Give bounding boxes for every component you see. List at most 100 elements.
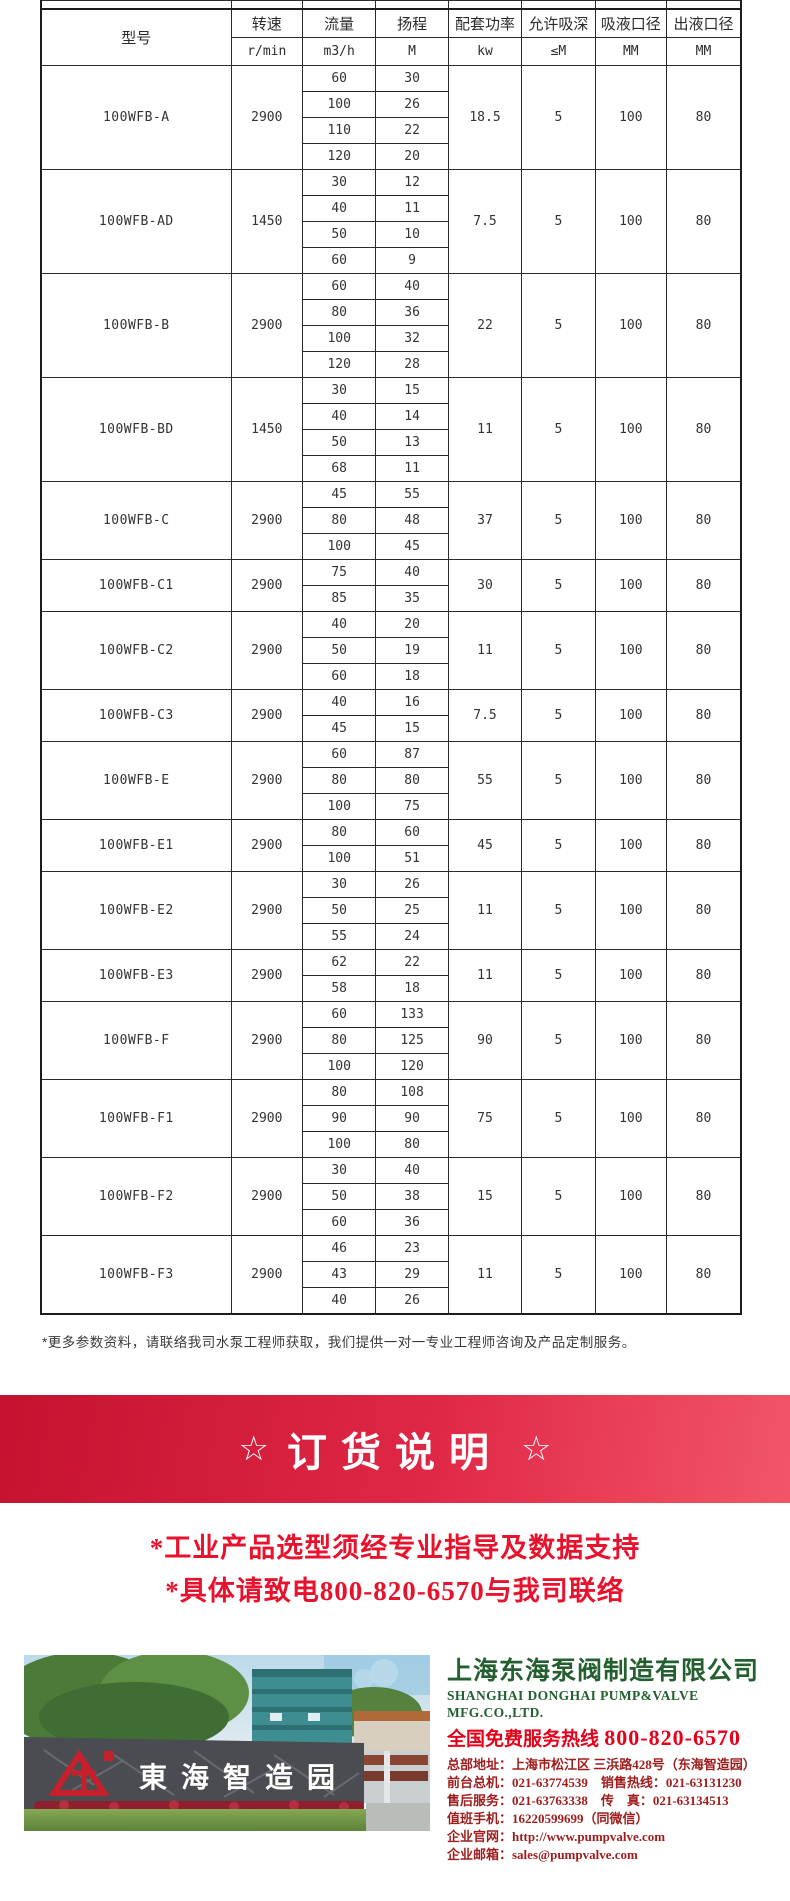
inlet-cell: 100 — [594, 559, 668, 612]
office-building — [252, 1669, 352, 1749]
table-row: 60 36 — [41, 1209, 741, 1236]
head-cell: 80 — [375, 1131, 449, 1158]
speed-cell: 2900 — [230, 611, 303, 690]
flow-cell: 45 — [301, 481, 377, 508]
flow-cell: 80 — [301, 299, 377, 326]
contact-line-email[interactable]: 企业邮箱：sales@pumpvalve.com — [447, 1847, 638, 1862]
star-icon: ☆ — [521, 1430, 552, 1468]
power-cell: 15 — [447, 1157, 523, 1236]
flow-cell: 40 — [301, 689, 377, 716]
suction-depth-cell: 5 — [521, 611, 596, 690]
head-cell: 75 — [375, 793, 449, 820]
head-cell: 19 — [375, 637, 449, 664]
speed-cell: 1450 — [230, 169, 303, 274]
sliver-cell — [375, 0, 449, 10]
flow-cell: 40 — [301, 195, 377, 222]
inlet-cell: 100 — [594, 741, 668, 820]
inlet-cell: 100 — [594, 1079, 668, 1158]
flow-cell: 60 — [301, 65, 377, 92]
speed-cell: 2900 — [230, 1001, 303, 1080]
head-cell: 18 — [375, 663, 449, 690]
unit-power: kw — [447, 37, 523, 66]
power-cell: 75 — [447, 1079, 523, 1158]
inlet-cell: 100 — [594, 819, 668, 872]
outlet-cell: 80 — [666, 273, 742, 378]
table-row: 100WFB-E2 2900 30 26 11 5 100 80 — [40, 871, 742, 950]
table-row: 100WFB-E1 2900 80 60 45 5 100 80 — [40, 819, 742, 872]
flow-cell: 80 — [301, 767, 377, 794]
contact-line-service: 售后服务：021-63763338 传 真：021-63134513 — [447, 1793, 729, 1808]
speed-cell: 2900 — [230, 1079, 303, 1158]
table-row: 100WFB-F 2900 60 133 90 5 100 80 — [40, 1001, 742, 1080]
suction-depth-cell: 5 — [521, 65, 596, 170]
head-cell: 14 — [375, 403, 449, 430]
table-row: 100WFB-F2 2900 30 40 15 5 100 80 — [40, 1157, 742, 1236]
outlet-cell: 80 — [666, 1235, 742, 1315]
inlet-cell: 100 — [594, 1001, 668, 1080]
sliver-cell — [230, 0, 303, 10]
model-cell: 100WFB-C3 — [40, 689, 232, 742]
model-cell: 100WFB-F — [40, 1001, 232, 1080]
head-cell: 38 — [375, 1183, 449, 1210]
flow-cell: 80 — [301, 819, 377, 846]
table-row: 100WFB-F1 2900 80 108 75 5 100 80 — [40, 1079, 742, 1158]
suction-depth-cell: 5 — [521, 871, 596, 950]
head-cell: 40 — [375, 273, 449, 300]
table-row: 100 75 — [41, 793, 741, 820]
flow-cell: 90 — [301, 1105, 377, 1132]
unit-flow: m3/h — [301, 37, 377, 66]
table-row: 80 125 — [41, 1027, 741, 1054]
flow-cell: 60 — [301, 741, 377, 768]
speed-cell: 2900 — [230, 559, 303, 612]
head-cell: 80 — [375, 767, 449, 794]
flow-cell: 100 — [301, 793, 377, 820]
head-cell: 35 — [375, 585, 449, 612]
head-cell: 55 — [375, 481, 449, 508]
speed-cell: 2900 — [230, 689, 303, 742]
model-cell: 100WFB-C2 — [40, 611, 232, 690]
speed-cell: 2900 — [230, 481, 303, 560]
table-top-sliver — [40, 0, 742, 10]
flow-cell: 55 — [301, 923, 377, 950]
outlet-cell: 80 — [666, 481, 742, 560]
table-row: 50 10 — [41, 221, 741, 248]
suction-depth-cell: 5 — [521, 273, 596, 378]
head-cell: 36 — [375, 1209, 449, 1236]
head-cell: 87 — [375, 741, 449, 768]
table-units-row: r/min m3/h M kw ≤M MM MM — [41, 37, 742, 66]
outlet-cell: 80 — [666, 871, 742, 950]
outlet-cell: 80 — [666, 741, 742, 820]
outlet-cell: 80 — [666, 559, 742, 612]
contact-line-website[interactable]: 企业官网：http://www.pumpvalve.com — [447, 1829, 666, 1844]
flow-cell: 58 — [301, 975, 377, 1002]
outlet-cell: 80 — [666, 1001, 742, 1080]
table-row: 100WFB-C1 2900 75 40 30 5 100 80 — [40, 559, 742, 612]
table-row: 80 48 — [41, 507, 741, 534]
table-row: 100WFB-BD 1450 30 15 11 5 100 80 — [40, 377, 742, 482]
head-cell: 25 — [375, 897, 449, 924]
entrance-wall: 東海智造园 — [24, 1737, 364, 1813]
power-cell: 55 — [447, 741, 523, 820]
head-cell: 9 — [375, 247, 449, 274]
flow-cell: 85 — [301, 585, 377, 612]
flow-cell: 40 — [301, 611, 377, 638]
table-header-row: 型号 转速 流量 扬程 配套功率 允许吸深 吸液口径 出液口径 — [40, 8, 742, 66]
contact-line-address: 总部地址：上海市松江区 三浜路428号（东海智造园） — [447, 1757, 756, 1772]
flow-cell: 60 — [301, 1209, 377, 1236]
flow-cell: 50 — [301, 637, 377, 664]
flow-cell: 30 — [301, 1157, 377, 1184]
table-row: 100WFB-E 2900 60 87 55 5 100 80 — [40, 741, 742, 820]
model-cell: 100WFB-E — [40, 741, 232, 820]
flow-cell: 62 — [301, 949, 377, 976]
table-row: 50 25 — [41, 897, 741, 924]
flow-cell: 50 — [301, 1183, 377, 1210]
company-info: 上海东海泵阀制造有限公司 SHANGHAI DONGHAI PUMP&VALVE… — [447, 1655, 790, 1864]
unit-outlet: MM — [666, 37, 742, 66]
sliver-cell — [40, 0, 232, 10]
inlet-cell: 100 — [594, 1235, 668, 1315]
contact-line-phones: 前台总机：021-63774539 销售热线：021-63131230 — [447, 1775, 742, 1790]
power-cell: 90 — [447, 1001, 523, 1080]
service-hotline: 全国免费服务热线 800-820-6570 — [447, 1725, 790, 1752]
head-cell: 26 — [375, 1287, 449, 1315]
head-cell: 20 — [375, 611, 449, 638]
